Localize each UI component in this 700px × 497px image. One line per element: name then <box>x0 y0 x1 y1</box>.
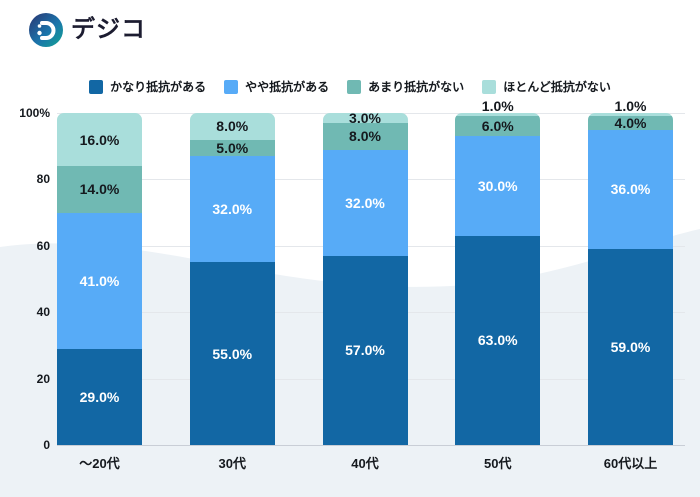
legend-item-0[interactable]: かなり抵抗がある <box>89 78 206 95</box>
bar-segment <box>189 113 275 140</box>
bar-segment <box>322 113 408 123</box>
x-axis-category-label: 50代 <box>484 456 512 471</box>
bar-segment <box>189 156 275 263</box>
legend-label: ほとんど抵抗がない <box>503 80 611 94</box>
bar-segment <box>322 122 408 150</box>
stacked-bar-30代 <box>189 113 275 445</box>
x-axis-category-label: 60代以上 <box>603 456 658 471</box>
bar-segment <box>57 212 142 349</box>
y-axis: 100% 80 60 40 20 0 <box>0 107 50 451</box>
bar-segment <box>588 113 673 117</box>
stacked-bar-60代以上 <box>588 113 673 445</box>
legend-item-2[interactable]: あまり抵抗がない <box>347 78 464 95</box>
y-axis-tick-label: 60 <box>36 238 50 253</box>
bar-segment <box>189 139 275 157</box>
bar-segment <box>189 262 275 445</box>
legend-item-1[interactable]: やや抵抗がある <box>224 78 329 95</box>
bar-segment <box>322 149 408 256</box>
bar-segment <box>588 249 673 445</box>
digico-logo-icon <box>29 13 63 47</box>
y-axis-tick-label: 0 <box>43 438 50 452</box>
y-axis-tick-label: 40 <box>36 305 50 320</box>
x-axis-category-label: ～20代 <box>79 456 120 471</box>
bar-segment <box>588 129 673 250</box>
legend-swatch-icon <box>224 79 239 94</box>
bar-segment <box>57 166 142 213</box>
digico-logo: デジコ <box>29 13 146 47</box>
stacked-bar-～20代 <box>57 113 142 445</box>
legend-label: かなり抵抗がある <box>110 80 207 94</box>
bar-segment <box>57 113 142 167</box>
y-axis-tick-label: 20 <box>36 371 50 386</box>
logo-text: デジコ <box>71 16 146 43</box>
y-axis-tick-label: 80 <box>36 172 50 187</box>
legend-label: あまり抵抗がない <box>368 80 465 94</box>
bar-segment <box>455 113 541 117</box>
bar-segment <box>455 235 541 445</box>
y-axis-tick-label: 100% <box>19 106 50 120</box>
stacked-bar-40代 <box>322 113 408 445</box>
age-resistance-stacked-bar-chart: 29.0% 41.0% 14.0% 16.0% ～20代 55.0% 32.0% 5.0% 8.… <box>57 99 685 471</box>
bar-segment <box>455 116 541 137</box>
bar-segment <box>588 116 673 130</box>
stacked-bar-50代 <box>455 113 541 445</box>
bar-segment <box>455 136 541 236</box>
bar-segment <box>57 348 142 445</box>
legend-item-3[interactable]: ほとんど抵抗がない <box>482 78 611 95</box>
legend-swatch-icon <box>89 79 104 94</box>
x-axis-category-label: 30代 <box>218 456 246 471</box>
x-axis-category-label: 40代 <box>351 456 379 471</box>
bar-segment <box>322 255 408 445</box>
x-axis-line <box>57 445 685 446</box>
chart-legend: かなり抵抗がある やや抵抗がある あまり抵抗がない ほとんど抵抗がない <box>0 78 700 95</box>
legend-swatch-icon <box>347 79 362 94</box>
legend-label: やや抵抗がある <box>245 80 330 94</box>
legend-swatch-icon <box>482 79 497 94</box>
